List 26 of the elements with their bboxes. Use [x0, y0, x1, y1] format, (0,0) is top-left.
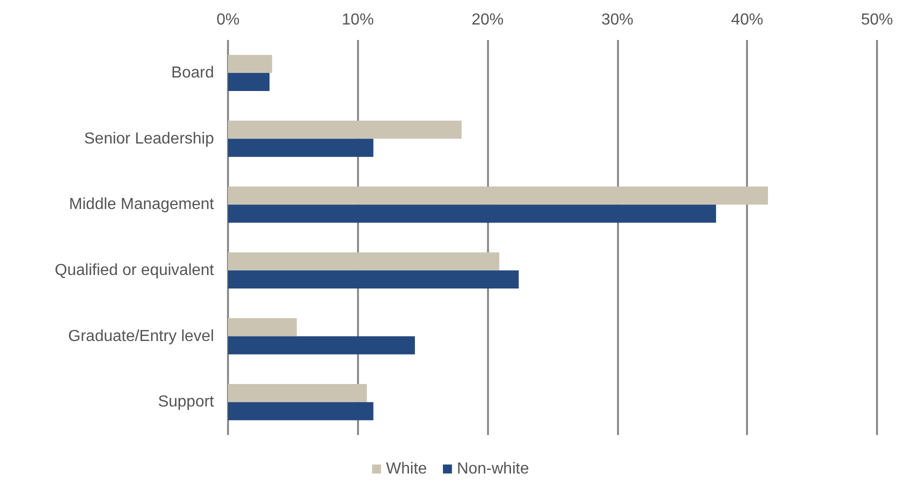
x-tick-label: 0%: [216, 12, 240, 28]
bar: [228, 186, 768, 205]
legend-label: Non-white: [456, 460, 530, 478]
bar: [228, 384, 367, 402]
bar: [228, 54, 272, 73]
x-tick-label: 10%: [342, 12, 374, 28]
bar: [228, 204, 716, 223]
bar: [228, 120, 462, 139]
y-tick-label: Board: [171, 64, 214, 82]
bar: [228, 318, 297, 336]
bar: [228, 138, 374, 157]
y-tick-label: Qualified or equivalent: [54, 262, 215, 279]
x-tick-label: 30%: [601, 12, 634, 28]
y-tick-label: Graduate/Entry level: [68, 328, 214, 345]
y-tick-label: Support: [158, 394, 215, 411]
x-tick-label: 40%: [731, 12, 764, 28]
bar: [228, 402, 374, 420]
legend-label: White: [386, 460, 428, 478]
bar: [228, 252, 500, 270]
x-tick-label: 20%: [472, 12, 504, 28]
x-tick-label: 50%: [860, 12, 894, 28]
y-tick-label: Middle Management: [69, 196, 215, 214]
bar: [228, 336, 415, 354]
bar: [228, 72, 270, 92]
y-tick-label: Senior Leadership: [84, 130, 214, 148]
bar: [228, 270, 519, 289]
